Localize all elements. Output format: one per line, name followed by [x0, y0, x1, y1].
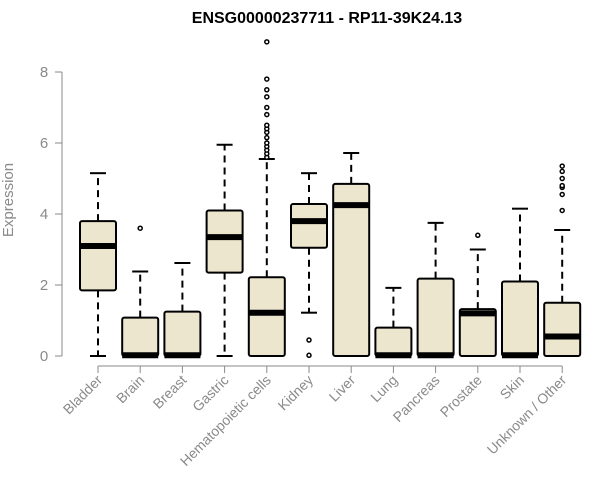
x-tick-label: Brain: [113, 372, 147, 406]
box-gastric: [205, 143, 244, 357]
box-prostate: [458, 232, 497, 358]
box-bladder: [79, 172, 117, 357]
outlier-point: [559, 191, 565, 198]
iqr-box: [121, 316, 160, 358]
outlier-point: [559, 182, 565, 189]
iqr-box: [205, 209, 244, 274]
box-unknown-other: [543, 163, 582, 357]
x-tick-label: Liver: [326, 372, 359, 405]
x-tick-label: Prostate: [437, 372, 485, 420]
x-tick-label: Breast: [150, 372, 190, 412]
outlier-point: [264, 140, 270, 146]
outlier-point: [264, 87, 270, 93]
x-tick-label: Unknown / Other: [484, 372, 570, 458]
y-tick-label: 6: [40, 135, 48, 152]
outlier-point: [559, 207, 565, 214]
y-tick-label: 2: [40, 277, 48, 294]
iqr-box: [458, 308, 497, 358]
y-axis-label: Expression: [0, 163, 17, 237]
outlier-point: [264, 104, 270, 111]
outlier-point: [264, 94, 270, 100]
iqr-box: [501, 280, 539, 358]
outlier-point: [264, 76, 270, 82]
y-tick-label: 8: [40, 64, 48, 81]
axes: 0 2 4 6 8: [40, 64, 563, 373]
iqr-box: [332, 182, 371, 357]
boxes: [79, 39, 582, 359]
x-tick-label: Pancreas: [390, 372, 443, 425]
box-hematopoietic-cells: [247, 39, 286, 357]
iqr-box: [79, 220, 117, 292]
box-pancreas: [416, 221, 455, 359]
outlier-point: [559, 168, 565, 175]
outlier-point: [306, 337, 312, 343]
y-tick-label: 4: [40, 206, 48, 223]
outlier-point: [559, 175, 565, 182]
iqr-box: [163, 310, 202, 357]
x-tick-label: Kidney: [275, 372, 317, 414]
outlier-point: [137, 225, 143, 231]
box-skin: [501, 207, 539, 359]
outlier-point: [475, 232, 481, 239]
iqr-box: [416, 277, 455, 357]
box-lung: [374, 286, 413, 359]
chart-title: ENSG00000237711 - RP11-39K24.13: [192, 10, 463, 27]
x-tick-label: Skin: [497, 372, 528, 403]
iqr-box: [247, 276, 286, 357]
outlier-point: [264, 122, 270, 128]
outlier-point: [559, 163, 565, 169]
iqr-box: [374, 326, 413, 358]
outlier-point: [306, 352, 312, 359]
iqr-box: [290, 203, 328, 249]
box-brain: [121, 225, 160, 359]
x-tick-label: Lung: [367, 372, 400, 405]
y-tick-label: 0: [40, 348, 48, 365]
box-liver: [332, 151, 371, 357]
box-breast: [163, 261, 202, 359]
iqr-box: [543, 301, 582, 357]
outlier-point: [264, 134, 270, 141]
outlier-point: [264, 39, 270, 45]
x-tick-label: Bladder: [60, 372, 106, 418]
box-kidney: [290, 172, 328, 359]
outlier-point: [264, 111, 270, 118]
